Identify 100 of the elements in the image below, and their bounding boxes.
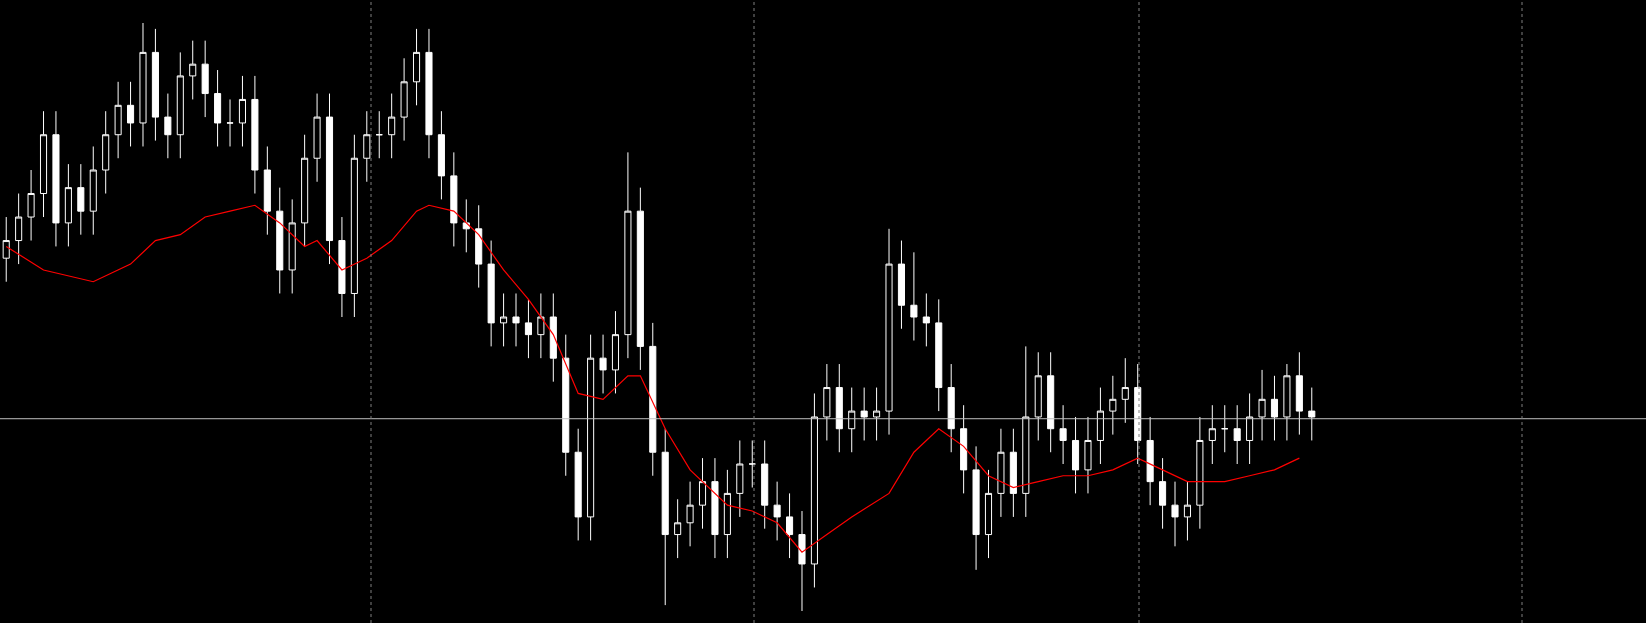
candlestick bbox=[1295, 351, 1303, 436]
candlestick bbox=[1183, 481, 1191, 541]
candlestick bbox=[997, 428, 1005, 518]
candlestick bbox=[1009, 428, 1017, 518]
candlestick bbox=[736, 439, 744, 518]
candlestick bbox=[599, 334, 607, 394]
candlestick bbox=[711, 457, 719, 559]
candlestick bbox=[798, 510, 806, 612]
candlestick bbox=[400, 57, 408, 142]
candlestick bbox=[611, 310, 620, 394]
candlestick bbox=[475, 204, 483, 289]
candlestick bbox=[114, 81, 122, 159]
candlestick bbox=[1096, 387, 1104, 465]
candlestick bbox=[1121, 357, 1129, 424]
candlestick bbox=[89, 145, 97, 236]
candlestick bbox=[164, 93, 172, 159]
candlestick bbox=[313, 93, 321, 183]
candlestick bbox=[176, 51, 184, 159]
candlestick bbox=[1233, 404, 1241, 465]
candlestick bbox=[263, 145, 271, 236]
candlestick bbox=[587, 334, 595, 541]
candlestick bbox=[823, 363, 831, 441]
candlestick bbox=[1146, 416, 1154, 506]
candlestick bbox=[1221, 404, 1229, 453]
candlestick bbox=[935, 298, 943, 412]
candlestick bbox=[151, 28, 159, 142]
candlestick bbox=[1246, 392, 1254, 465]
candlestick bbox=[848, 387, 856, 453]
candlestick bbox=[1084, 416, 1092, 494]
candlestick bbox=[450, 151, 458, 247]
candlestick bbox=[1196, 416, 1204, 530]
candlestick bbox=[786, 492, 794, 559]
candlestick bbox=[897, 240, 906, 330]
candlestick bbox=[363, 110, 371, 183]
candlestick bbox=[64, 163, 72, 247]
candlestick bbox=[1159, 457, 1167, 530]
candlestick bbox=[425, 28, 433, 159]
candlestick bbox=[748, 439, 756, 489]
candlestick bbox=[139, 22, 147, 147]
candlestick bbox=[885, 228, 893, 436]
candlestick bbox=[350, 134, 358, 318]
candlestick bbox=[549, 292, 557, 383]
candlestick bbox=[1308, 387, 1316, 441]
candlestick bbox=[325, 93, 334, 265]
candlestick bbox=[1208, 404, 1216, 465]
candlestick bbox=[624, 151, 632, 359]
candlestick bbox=[1034, 351, 1042, 441]
candlestick bbox=[960, 404, 968, 494]
candlestick bbox=[1059, 404, 1067, 465]
candlestick bbox=[500, 292, 508, 347]
candlestick bbox=[201, 40, 209, 118]
candlestick bbox=[127, 81, 135, 147]
candlestick bbox=[1270, 375, 1279, 441]
candlestick bbox=[27, 169, 35, 242]
candlestick bbox=[462, 198, 470, 253]
candlestick bbox=[52, 110, 60, 247]
candlestick bbox=[214, 69, 222, 147]
candlestick bbox=[1047, 351, 1055, 453]
candlestick bbox=[102, 110, 110, 195]
candlestick bbox=[487, 240, 495, 347]
candlestick bbox=[873, 387, 881, 441]
candlestick bbox=[412, 28, 421, 106]
candlestick bbox=[251, 75, 259, 195]
candlestick bbox=[1109, 375, 1117, 436]
candlestick bbox=[574, 428, 582, 541]
candlestick bbox=[338, 216, 346, 318]
candlestick bbox=[636, 187, 644, 371]
candlestick bbox=[388, 93, 396, 159]
candlestick bbox=[375, 110, 383, 159]
candlestick bbox=[77, 163, 85, 236]
candlestick bbox=[1171, 481, 1179, 547]
candlestick bbox=[947, 363, 955, 453]
candlestick bbox=[301, 134, 309, 247]
candlestick bbox=[860, 387, 868, 441]
candlestick bbox=[524, 298, 532, 359]
candlestick bbox=[661, 428, 669, 606]
candlestick bbox=[437, 110, 445, 200]
candlestick bbox=[1022, 345, 1030, 518]
candlestick bbox=[773, 481, 781, 541]
candlestick bbox=[972, 445, 980, 571]
candlestick bbox=[922, 292, 930, 347]
candlestick bbox=[1258, 369, 1266, 441]
candlestick bbox=[674, 498, 682, 559]
candlestick bbox=[984, 469, 993, 559]
candlestick bbox=[761, 439, 769, 530]
candlestick bbox=[649, 322, 657, 477]
candlestick bbox=[686, 481, 694, 547]
candlestick bbox=[698, 457, 707, 530]
candlestick bbox=[189, 40, 197, 100]
candlestick bbox=[835, 363, 843, 453]
candlestick bbox=[238, 75, 247, 147]
candlestick bbox=[810, 392, 818, 588]
candlestick bbox=[39, 110, 48, 218]
candlestick bbox=[276, 187, 284, 294]
candlestick bbox=[15, 193, 23, 265]
candlestick bbox=[1071, 416, 1080, 494]
candlestick bbox=[562, 334, 570, 477]
candlestick bbox=[1283, 363, 1291, 441]
candlestick bbox=[723, 469, 731, 559]
candlestick bbox=[537, 292, 545, 359]
